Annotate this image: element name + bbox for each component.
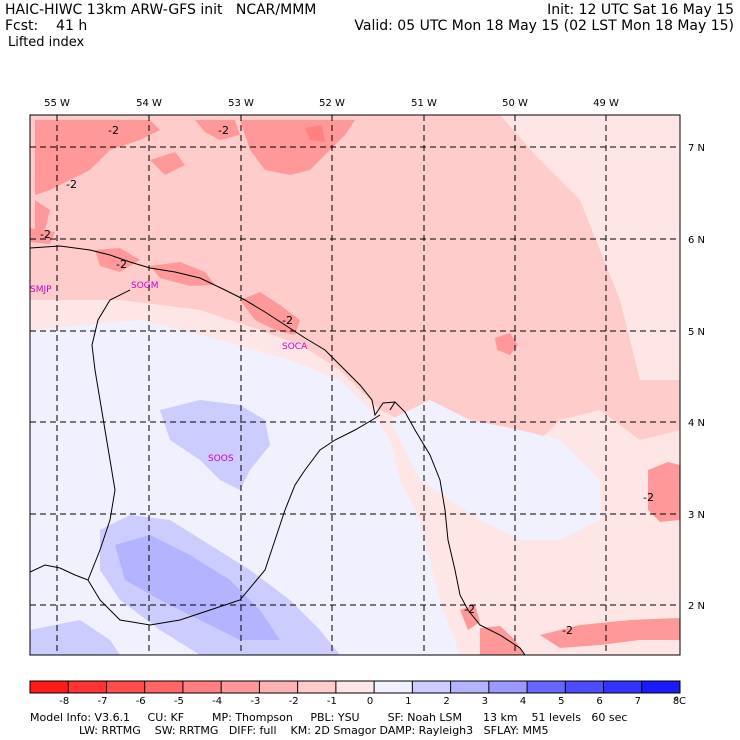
station-soca: SOCA — [282, 342, 308, 352]
field-name: Lifted index — [8, 35, 85, 50]
colorbar-tick-label: 4 — [520, 696, 526, 707]
coastline — [30, 245, 526, 655]
lat-label: 5 N — [688, 327, 705, 338]
colorbar-tick-label: -1 — [327, 696, 337, 707]
colorbar-swatch — [412, 681, 451, 693]
colorbar-swatch — [182, 681, 222, 693]
lon-label: 52 W — [319, 98, 345, 109]
valid-time: Valid: 05 UTC Mon 18 May 15 (02 LST Mon … — [354, 18, 734, 34]
colorbar-tick-label: 1 — [405, 696, 411, 707]
init-time: Init: 12 UTC Sat 16 May 15 — [547, 2, 734, 18]
colorbar-tick-label: -3 — [250, 696, 260, 707]
colorbar-tick-label: 7 — [635, 696, 641, 707]
colorbar-swatch — [221, 681, 260, 693]
contour-label: -2 — [218, 124, 229, 137]
lat-label: 7 N — [688, 143, 705, 154]
colorbar-ticks: -8 -7 -6 -5 -4 -3 -2 -1 0 1 2 3 4 5 6 7 8 — [59, 696, 679, 707]
colorbar-swatch — [374, 681, 413, 693]
station-smjp: SMJP — [30, 285, 52, 295]
contour-labels: -2 -2 -2 -2 -2 -2 -2 -2 -2 — [40, 124, 654, 637]
colorbar-tick-label: 5 — [558, 696, 564, 707]
colorbar-swatch — [144, 681, 184, 693]
colorbar-tick-label: 3 — [482, 696, 488, 707]
lat-lon-grid — [30, 115, 680, 655]
colorbar-tick-label: -4 — [212, 696, 222, 707]
colorbar-tick-label: -5 — [174, 696, 184, 707]
forecast-hour: Fcst: 41 h — [5, 18, 88, 34]
colorbar-tick-label: -7 — [97, 696, 107, 707]
lon-label: 51 W — [411, 98, 437, 109]
map-frame — [29, 114, 681, 656]
contour-label: -2 — [464, 603, 475, 616]
contour-label: -2 — [562, 624, 573, 637]
colorbar-unit: °C — [674, 696, 686, 707]
colorbar-tick-label: 6 — [596, 696, 602, 707]
colorbar-tick-label: 8 — [673, 696, 679, 707]
colorbar-swatch — [641, 681, 681, 693]
colorbar-tick-label: -8 — [59, 696, 69, 707]
station-soos: SOOS — [208, 454, 234, 464]
colorbar-tick-label: -6 — [136, 696, 146, 707]
footer-model-info: Model Info: V3.6.1 CU: KF MP: Thompson P… — [30, 711, 628, 724]
lat-label: 2 N — [688, 601, 705, 612]
colorbar-swatch — [30, 681, 69, 693]
lon-label: 55 W — [44, 98, 70, 109]
colorbar-swatch — [297, 681, 337, 693]
colorbar-swatch — [488, 681, 528, 693]
lon-label: 50 W — [502, 98, 528, 109]
contour-label: -2 — [108, 124, 119, 137]
colorbar-swatch — [603, 681, 643, 693]
shaded-field — [30, 115, 680, 655]
lat-labels: 7 N 6 N 5 N 4 N 3 N 2 N — [688, 143, 705, 612]
colorbar-tick-label: -2 — [289, 696, 299, 707]
colorbar-swatch — [527, 681, 566, 693]
lon-label: 49 W — [593, 98, 619, 109]
colorbar-swatch — [68, 681, 107, 693]
lat-label: 4 N — [688, 418, 705, 429]
contour-label: -2 — [643, 491, 654, 504]
colorbar — [29, 680, 681, 694]
lon-label: 54 W — [136, 98, 162, 109]
colorbar-swatch — [450, 681, 490, 693]
lat-label: 6 N — [688, 235, 705, 246]
station-sogm: SOGM — [131, 281, 159, 291]
lon-labels: 55 W 54 W 53 W 52 W 51 W 50 W 49 W — [44, 98, 619, 109]
footer-physics-info: LW: RRTMG SW: RRTMG DIFF: full KM: 2D Sm… — [30, 724, 549, 737]
colorbar-tick-label: 0 — [367, 696, 373, 707]
colorbar-tick-label: 2 — [443, 696, 449, 707]
contour-label: -2 — [40, 228, 51, 241]
colorbar-swatch — [259, 681, 298, 693]
station-labels: SMJP SOGM SOCA SOOS — [30, 281, 308, 464]
contour-label: -2 — [282, 314, 293, 327]
contour-label: -2 — [116, 258, 127, 271]
contour-label: -2 — [66, 178, 77, 191]
colorbar-swatch — [565, 681, 604, 693]
lon-label: 53 W — [228, 98, 254, 109]
model-title: HAIC-HIWC 13km ARW-GFS init NCAR/MMM — [5, 2, 317, 18]
colorbar-swatch — [335, 681, 375, 693]
lat-label: 3 N — [688, 510, 705, 521]
colorbar-swatch — [106, 681, 146, 693]
